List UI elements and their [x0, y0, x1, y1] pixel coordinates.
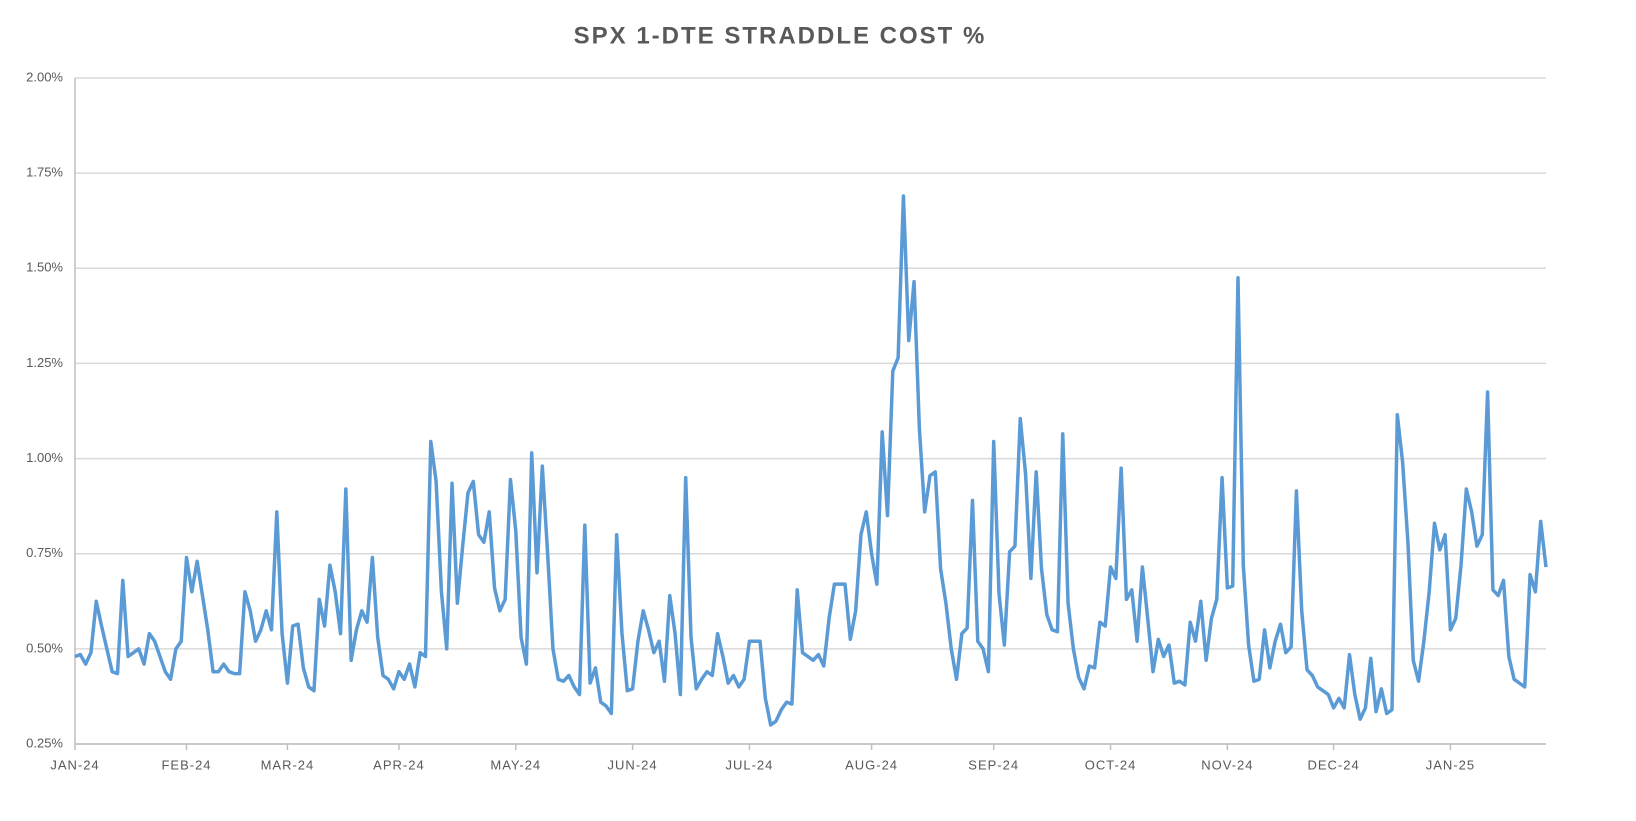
y-tick-label: 0.25% — [26, 735, 63, 750]
x-tick-label: APR-24 — [373, 757, 425, 772]
y-tick-label: 0.50% — [26, 640, 63, 655]
x-tick-label: JAN-25 — [1426, 757, 1475, 772]
y-tick-label: 1.50% — [26, 260, 63, 275]
data-line — [74, 194, 1548, 727]
x-tick-label: MAR-24 — [261, 757, 315, 772]
x-tick-label: JAN-24 — [50, 757, 99, 772]
x-tick-label: OCT-24 — [1085, 757, 1137, 772]
chart-title: SPX 1-DTE STRADDLE COST % — [574, 22, 987, 49]
x-tick-label: SEP-24 — [968, 757, 1019, 772]
y-tick-label: 2.00% — [26, 69, 63, 84]
y-tick-label: 1.25% — [26, 355, 63, 370]
y-tick-label: 1.00% — [26, 450, 63, 465]
x-tick-label: JUL-24 — [725, 757, 773, 772]
x-tick-label: DEC-24 — [1307, 757, 1359, 772]
x-tick-label: MAY-24 — [490, 757, 541, 772]
y-tick-label: 0.75% — [26, 545, 63, 560]
x-tick-label: AUG-24 — [845, 757, 898, 772]
x-tick-label: NOV-24 — [1201, 757, 1253, 772]
x-tick-label: JUN-24 — [608, 757, 658, 772]
y-tick-label: 1.75% — [26, 165, 63, 180]
x-tick-label: FEB-24 — [161, 757, 211, 772]
